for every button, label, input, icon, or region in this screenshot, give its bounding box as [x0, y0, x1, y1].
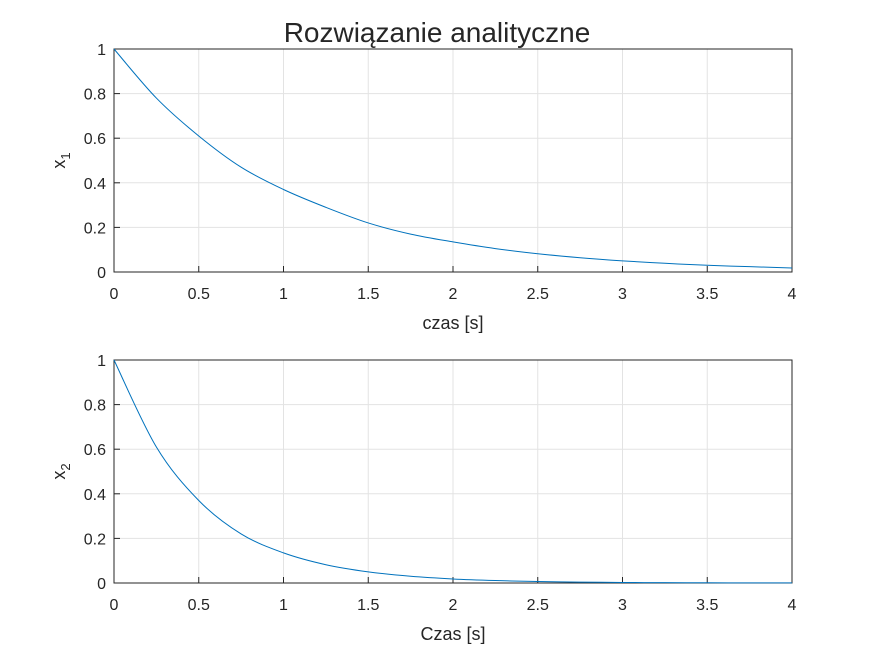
x-tick-label: 3.5 — [696, 597, 718, 614]
y-tick-label: 0.4 — [84, 487, 106, 504]
subplot-2-ylabel: x2 — [49, 463, 73, 479]
x-tick-label: 1.5 — [357, 597, 379, 614]
subplot-1-ylabel-sub: 1 — [58, 152, 73, 159]
x-tick-label: 0 — [110, 597, 119, 614]
subplot-2-xlabel: Czas [s] — [420, 624, 485, 644]
subplot-2-ylabel-base: x — [49, 471, 69, 480]
y-tick-label: 0.6 — [84, 442, 106, 459]
subplot-1-ylabel: x1 — [49, 152, 73, 168]
subplot-1-ticks: 0 0.5 1 1.5 2 2.5 3 3.5 4 0 0.2 0.4 0.6 0.8 1 — [84, 42, 797, 303]
subplot-2-series-line — [113, 359, 793, 584]
x-tick-label: 1.5 — [357, 286, 379, 303]
y-tick-label: 1 — [97, 353, 106, 370]
x-tick-label: 2.5 — [527, 286, 549, 303]
x-tick-label: 2.5 — [527, 597, 549, 614]
y-tick-label: 0.8 — [84, 87, 106, 104]
x-tick-label: 3 — [618, 597, 627, 614]
y-tick-label: 0.2 — [84, 531, 106, 548]
x-tick-label: 3 — [618, 286, 627, 303]
subplot-2-ticks: 0 0.5 1 1.5 2 2.5 3 3.5 4 0 0.2 0.4 0.6 0.8 1 — [84, 353, 797, 614]
figure-title: Rozwiązanie analityczne — [284, 17, 591, 48]
x-tick-label: 1 — [279, 286, 288, 303]
x-tick-label: 2 — [449, 597, 458, 614]
subplot-2: 0 0.5 1 1.5 2 2.5 3 3.5 4 0 0.2 0.4 0.6 0.8 1 Czas [s]… — [49, 353, 797, 644]
y-tick-label: 0.8 — [84, 398, 106, 415]
subplot-1-series-line — [113, 48, 793, 269]
y-tick-label: 0.6 — [84, 131, 106, 148]
x-tick-label: 0.5 — [188, 597, 210, 614]
x-tick-label: 3.5 — [696, 286, 718, 303]
subplot-1-xlabel: czas [s] — [422, 313, 483, 333]
x-tick-label: 4 — [788, 286, 797, 303]
subplot-1-ylabel-base: x — [49, 160, 69, 169]
y-tick-label: 0 — [97, 265, 106, 282]
y-tick-label: 0.4 — [84, 176, 106, 193]
x-tick-label: 0.5 — [188, 286, 210, 303]
x-tick-label: 0 — [110, 286, 119, 303]
x-tick-label: 2 — [449, 286, 458, 303]
x-tick-label: 1 — [279, 597, 288, 614]
y-tick-label: 1 — [97, 42, 106, 59]
x-tick-label: 4 — [788, 597, 797, 614]
y-tick-label: 0.2 — [84, 220, 106, 237]
subplot-2-ylabel-sub: 2 — [58, 463, 73, 470]
y-tick-label: 0 — [97, 576, 106, 593]
subplot-1: 0 0.5 1 1.5 2 2.5 3 3.5 4 0 0.2 0.4 0.6 0.8 1 czas [s]… — [49, 42, 797, 333]
